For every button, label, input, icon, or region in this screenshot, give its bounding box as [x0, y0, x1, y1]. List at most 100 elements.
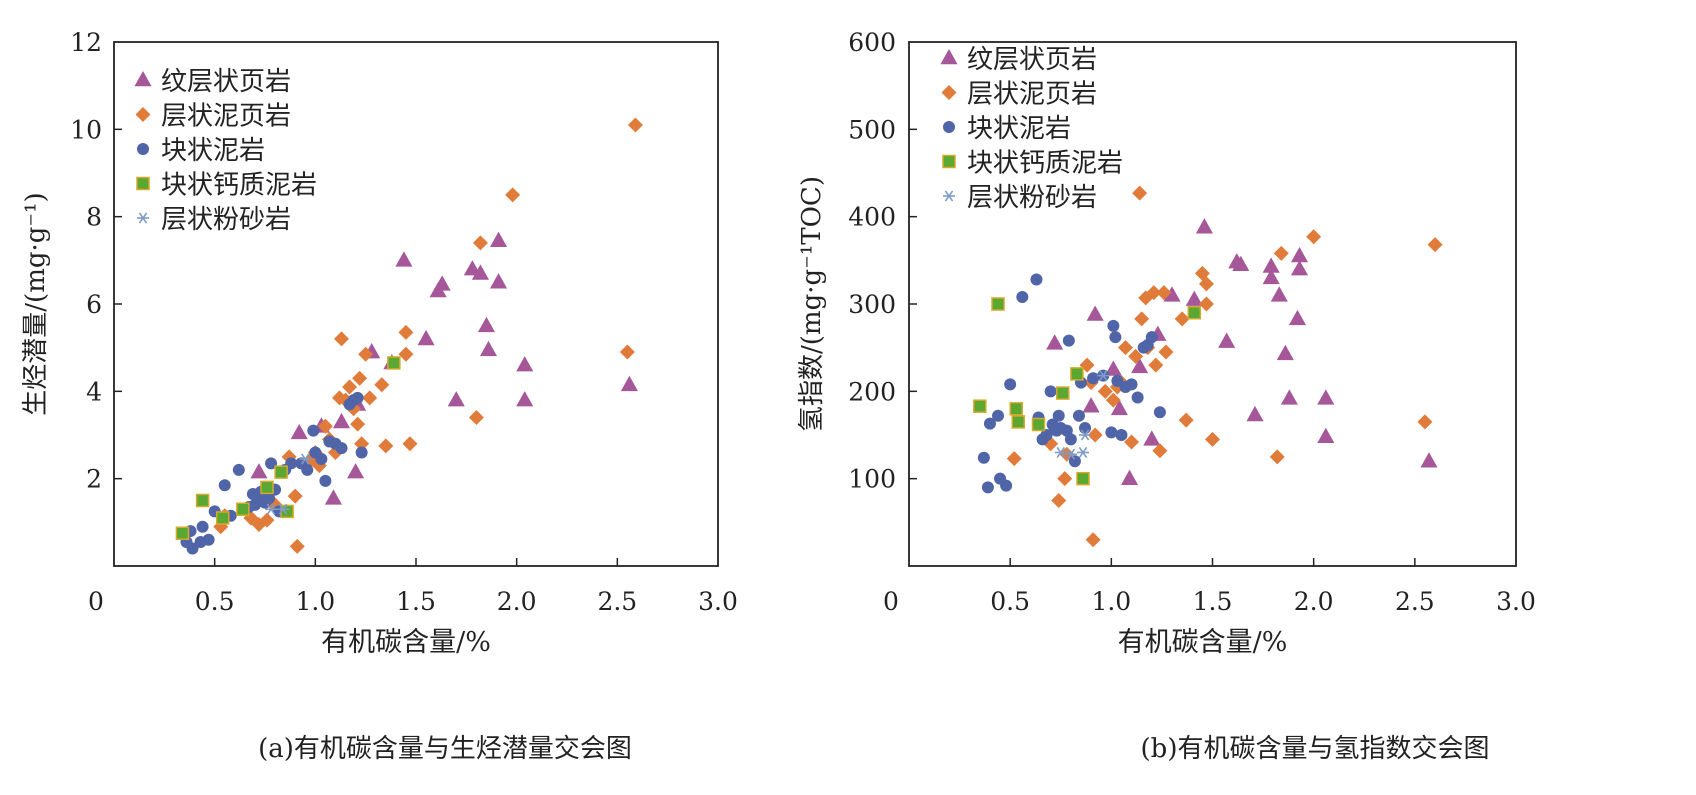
point-a-s2-18 [263, 492, 276, 505]
point-b-s1-13 [1117, 340, 1133, 356]
point-a-s0-21 [516, 391, 534, 407]
x-tick-label-a-4: 2.0 [497, 587, 537, 616]
y-tick-label-b-2: 300 [848, 290, 896, 319]
x-tick-label-b-2: 1.0 [1091, 587, 1131, 616]
x-tick-label-a-3: 1.5 [396, 587, 436, 616]
point-b-s2-11 [1040, 429, 1053, 441]
point-a-s0-16 [477, 316, 496, 333]
point-a-s0-15 [471, 264, 489, 280]
point-b-s0-16 [1262, 257, 1280, 273]
point-b-s3-6 [1070, 367, 1084, 381]
point-b-s2-12 [1044, 385, 1057, 398]
point-a-s3-1 [195, 493, 210, 508]
point-a-s2-2 [186, 542, 199, 555]
point-a-s2-25 [301, 463, 314, 476]
point-b-s2-28 [1107, 319, 1120, 332]
y-tick-label-a-5: 12 [70, 28, 102, 57]
legend-marker-b-1 [941, 85, 957, 100]
point-b-s0-11 [1195, 218, 1213, 234]
point-b-s0-22 [1290, 260, 1309, 276]
y-tick-label-a-4: 10 [70, 115, 102, 144]
point-b-s0-3 [1104, 360, 1122, 376]
point-b-s2-19 [1062, 334, 1075, 347]
point-a-s0-19 [489, 231, 508, 247]
point-a-s0-22 [620, 375, 638, 392]
point-a-s4-0-stroke-3 [266, 503, 276, 515]
point-b-s1-28 [1198, 296, 1214, 312]
point-a-s1-32 [505, 187, 521, 203]
point-b-s0-24 [1317, 389, 1335, 405]
point-a-s3-2 [215, 511, 230, 525]
y-tick-label-a-0: 2 [86, 465, 102, 494]
point-a-s1-24 [362, 390, 378, 406]
legend-marker-a-4-stroke-3 [138, 212, 148, 224]
point-a-s0-13 [447, 391, 465, 407]
point-b-s2-24 [1079, 422, 1092, 435]
point-b-s1-22 [1152, 443, 1168, 459]
point-b-s4-4-stroke-3 [1098, 370, 1108, 382]
x-tick-label-b-5: 2.5 [1395, 587, 1435, 616]
point-b-s2-21 [1068, 455, 1081, 468]
point-b-s1-20 [1146, 285, 1162, 301]
point-b-s2-27 [1105, 426, 1118, 439]
point-b-s2-3 [992, 409, 1005, 422]
point-b-s1-17 [1134, 311, 1150, 327]
point-b-s3-0 [973, 399, 987, 413]
point-b-s1-34 [1417, 414, 1433, 430]
point-a-s4-0 [265, 503, 278, 515]
point-b-s1-32 [1273, 245, 1289, 261]
legend-marker-a-3 [136, 176, 150, 191]
point-a-s0-4 [332, 412, 351, 429]
point-b-s0-0 [1046, 334, 1064, 350]
point-a-s0-12 [433, 275, 451, 291]
legend-label-a-2: 块状泥岩 [161, 136, 265, 166]
point-a-s3-4 [260, 480, 274, 495]
point-b-s4-1 [1064, 448, 1077, 460]
point-a-s1-18 [342, 379, 358, 395]
point-b-s2-1 [981, 481, 994, 494]
y-tick-label-b-3: 400 [848, 203, 896, 232]
point-b-s1-14 [1124, 434, 1140, 450]
point-b-s2-37 [1145, 331, 1158, 344]
point-a-s0-3 [324, 489, 343, 505]
legend-marker-b-4 [943, 190, 955, 202]
point-b-s4-0 [1054, 446, 1067, 459]
x-tick-label-b-3: 1.5 [1193, 587, 1233, 616]
point-a-s1-31 [472, 235, 488, 251]
point-a-s1-23 [358, 346, 374, 362]
point-a-s3-6 [280, 504, 294, 519]
legend-label-b-2: 块状泥岩 [967, 114, 1071, 144]
point-b-s0-9 [1163, 286, 1181, 302]
point-b-s0-2 [1086, 305, 1104, 321]
point-a-s0-0 [250, 463, 268, 479]
point-a-s1-27 [398, 324, 414, 340]
legend-marker-a-1 [135, 107, 151, 122]
point-a-s1-25 [374, 377, 390, 393]
point-b-s4-3 [1079, 429, 1092, 441]
point-b-s0-15 [1246, 405, 1264, 422]
point-a-s2-7 [218, 479, 231, 492]
legend-marker-b-0 [940, 49, 958, 65]
point-b-s3-1 [991, 297, 1005, 311]
point-b-s1-7 [1085, 532, 1101, 548]
point-a-s1-20 [350, 416, 366, 432]
point-b-s0-12 [1218, 332, 1236, 348]
x-axis-label-a: 有机碳含量/% [321, 627, 491, 658]
point-b-s1-33 [1306, 229, 1322, 245]
point-b-s1-3 [1057, 471, 1073, 487]
point-b-s0-10 [1185, 290, 1203, 306]
point-a-s1-30 [468, 410, 484, 426]
point-b-s4-2-stroke-3 [1078, 446, 1088, 459]
legend-marker-a-2 [137, 143, 149, 155]
point-b-s0-6 [1131, 357, 1149, 374]
point-b-s2-6 [1004, 378, 1017, 391]
y-tick-label-b-1: 200 [848, 377, 896, 406]
x-tick-label-a-6: 3.0 [698, 587, 738, 616]
point-b-s0-18 [1270, 286, 1288, 302]
point-b-s0-7 [1143, 430, 1161, 446]
point-b-s1-9 [1097, 383, 1113, 399]
point-b-s1-21 [1148, 357, 1164, 373]
x-tick-label-a-5: 2.5 [597, 587, 637, 616]
point-a-s0-10 [417, 329, 435, 346]
